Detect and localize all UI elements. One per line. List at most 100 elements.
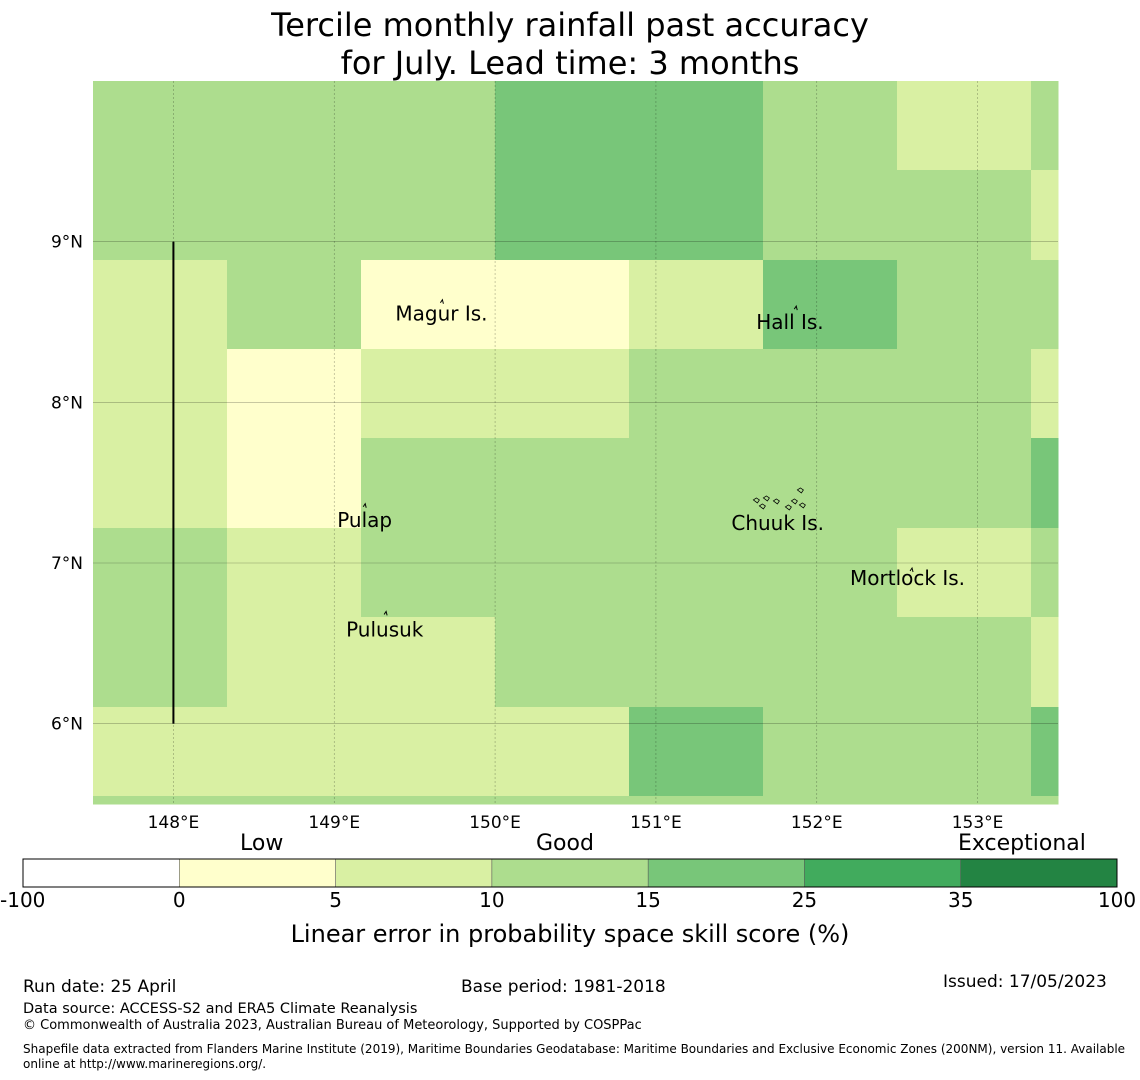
island-label: Magur Is.	[395, 302, 487, 326]
grid-cell	[897, 81, 1032, 171]
grid-cell	[361, 170, 496, 261]
grid-cell	[897, 260, 1032, 350]
island-outline	[752, 497, 760, 504]
grid-cell	[763, 617, 898, 708]
grid-cell	[629, 796, 764, 805]
longitude-tick-label: 150°E	[469, 813, 521, 833]
island-label: Hall Is.	[756, 310, 823, 334]
grid-cell	[897, 617, 1032, 708]
island-outline	[772, 498, 780, 505]
grid-cell	[361, 81, 496, 171]
island-label: Pulap	[337, 508, 392, 532]
grid-cell	[227, 438, 362, 529]
grid-cell	[361, 260, 496, 350]
grid-cell	[227, 260, 362, 350]
island-markers	[362, 298, 914, 616]
latitude-tick-label: 9°N	[51, 233, 83, 253]
grid-cell	[93, 707, 228, 797]
base-period: Base period: 1981-2018	[461, 977, 666, 997]
colorbar	[22, 858, 1118, 888]
grid-cell	[629, 438, 764, 529]
grid-cell	[93, 81, 228, 171]
colorbar-segment	[335, 859, 493, 887]
latitude-tick-label: 6°N	[51, 715, 83, 735]
island-outline	[362, 502, 367, 508]
colorbar-segment	[23, 859, 180, 887]
colorbar-segment	[179, 859, 337, 887]
grid-cell	[361, 438, 496, 529]
island-outline	[383, 610, 388, 616]
island-outline	[784, 504, 792, 511]
colorbar-tick-label: 10	[479, 888, 505, 912]
issued-date: Issued: 17/05/2023	[943, 972, 1107, 992]
island-outline	[762, 495, 770, 502]
longitude-tick-label: 153°E	[952, 813, 1004, 833]
grid-cell	[495, 260, 630, 350]
grid-cell	[495, 349, 630, 439]
grid-cell	[93, 617, 228, 708]
colorbar-tick-label: -100	[0, 888, 46, 912]
grid-cell	[763, 260, 898, 350]
category-exceptional: Exceptional	[958, 831, 1086, 856]
grid-cell	[93, 170, 228, 261]
grid-cell	[227, 707, 362, 797]
grid-cell	[227, 349, 362, 439]
grid-cell	[897, 796, 1032, 805]
skill-grid	[93, 81, 1059, 805]
latitude-tick-label: 7°N	[51, 554, 83, 574]
grid-cell	[1031, 349, 1059, 439]
grid-cell	[361, 528, 496, 618]
island-outline	[758, 503, 766, 510]
island-outline	[798, 502, 806, 509]
grid-cell	[93, 349, 228, 439]
copyright: © Commonwealth of Australia 2023, Austra…	[23, 1018, 642, 1033]
grid-cell	[763, 81, 898, 171]
colorbar-tick-label: 100	[1097, 888, 1137, 912]
grid-cell	[361, 707, 496, 797]
grid-cell	[897, 170, 1032, 261]
data-source: Data source: ACCESS-S2 and ERA5 Climate …	[23, 1001, 418, 1017]
longitude-tick-label: 151°E	[630, 813, 682, 833]
grid-cell	[763, 170, 898, 261]
grid-cell	[93, 796, 228, 805]
grid-cell	[361, 349, 496, 439]
grid-cell	[897, 438, 1032, 529]
colorbar-frame	[22, 858, 1118, 888]
colorbar-tick-label: 15	[635, 888, 661, 912]
grid-cell	[763, 528, 898, 618]
latitude-tick-label: 8°N	[51, 393, 83, 413]
grid-cell	[93, 528, 228, 618]
grid-cell	[361, 796, 496, 805]
grid-cell	[227, 617, 362, 708]
grid-cell	[629, 349, 764, 439]
colorbar-tick-label: 5	[329, 888, 342, 912]
grid-cell	[1031, 81, 1059, 171]
category-low: Low	[240, 831, 284, 856]
grid-cell	[227, 170, 362, 261]
island-label: Chuuk Is.	[731, 511, 824, 535]
grid-cell	[495, 528, 630, 618]
grid-cell	[495, 707, 630, 797]
island-outline	[439, 298, 444, 304]
island-outline	[793, 304, 798, 311]
grid-cell	[763, 707, 898, 797]
grid-cell	[629, 528, 764, 618]
chart-title-line-1: Tercile monthly rainfall past accuracy	[271, 6, 869, 44]
grid-cell	[763, 796, 898, 805]
longitude-tick-label: 152°E	[791, 813, 843, 833]
grid-cell	[495, 170, 630, 261]
colorbar-segment	[960, 859, 1118, 887]
colorbar-tick-label: 25	[791, 888, 818, 912]
grid-cell	[93, 438, 228, 529]
grid-cell	[1031, 170, 1059, 261]
island-labels: Magur Is. Hall Is. Pulap Chuuk Is. Mortlock …	[337, 302, 965, 642]
colorbar-tick-label: 0	[172, 888, 186, 912]
grid-cell	[495, 796, 630, 805]
grid-cell	[629, 170, 764, 261]
grid-cell	[1031, 707, 1059, 797]
shapefile-credit-line-2: online at http://www.marineregions.org/.	[23, 1057, 267, 1071]
run-date: Run date: 25 April	[23, 977, 177, 997]
grid-cell	[629, 707, 764, 797]
grid-cell	[227, 528, 362, 618]
island-label: Mortlock Is.	[850, 566, 965, 590]
